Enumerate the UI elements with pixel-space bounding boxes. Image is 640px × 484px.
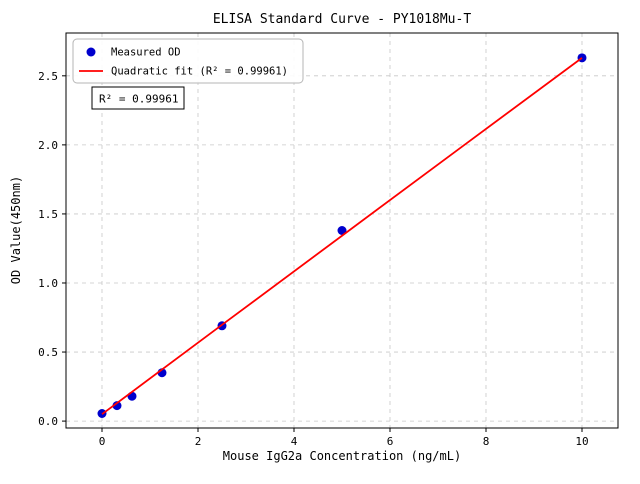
legend-marker-measured-od [86,47,96,57]
grid-lines [66,33,618,428]
y-tick-label: 0.0 [38,415,58,428]
legend-label-measured-od: Measured OD [111,47,181,59]
legend: Measured OD Quadratic fit (R² = 0.99961) [72,38,304,84]
y-tick-label: 1.0 [38,277,58,290]
x-tick-label: 0 [99,435,106,448]
r-squared-box [91,86,185,110]
data-series [97,53,587,418]
data-point [337,226,347,235]
legend-label-quadratic-fit: Quadratic fit (R² = 0.99961) [111,66,288,78]
data-point [112,401,122,411]
x-tick-label: 10 [575,435,588,448]
x-tick-label: 2 [195,435,202,448]
plot-border [65,32,619,429]
x-tick-label: 8 [483,435,490,448]
fit-line [101,57,583,415]
y-tick-label: 1.5 [38,208,58,221]
chart-title: ELISA Standard Curve - PY1018Mu-T [213,12,471,27]
legend-box [72,38,304,84]
axis-ticks: 0 2 4 6 8 10 0.0 0.5 1.0 1.5 2.0 2.5 [38,70,589,448]
r-squared-annotation: R² = 0.99961 [91,86,185,110]
r-squared-text: R² = 0.99961 [99,93,178,106]
x-tick-label: 6 [387,435,394,448]
y-tick-label: 2.5 [38,70,58,83]
y-axis-label: OD Value(450nm) [9,176,23,284]
x-tick-label: 4 [291,435,298,448]
y-tick-label: 2.0 [38,139,58,152]
y-tick-label: 0.5 [38,346,58,359]
x-axis-label: Mouse IgG2a Concentration (ng/mL) [223,449,461,463]
